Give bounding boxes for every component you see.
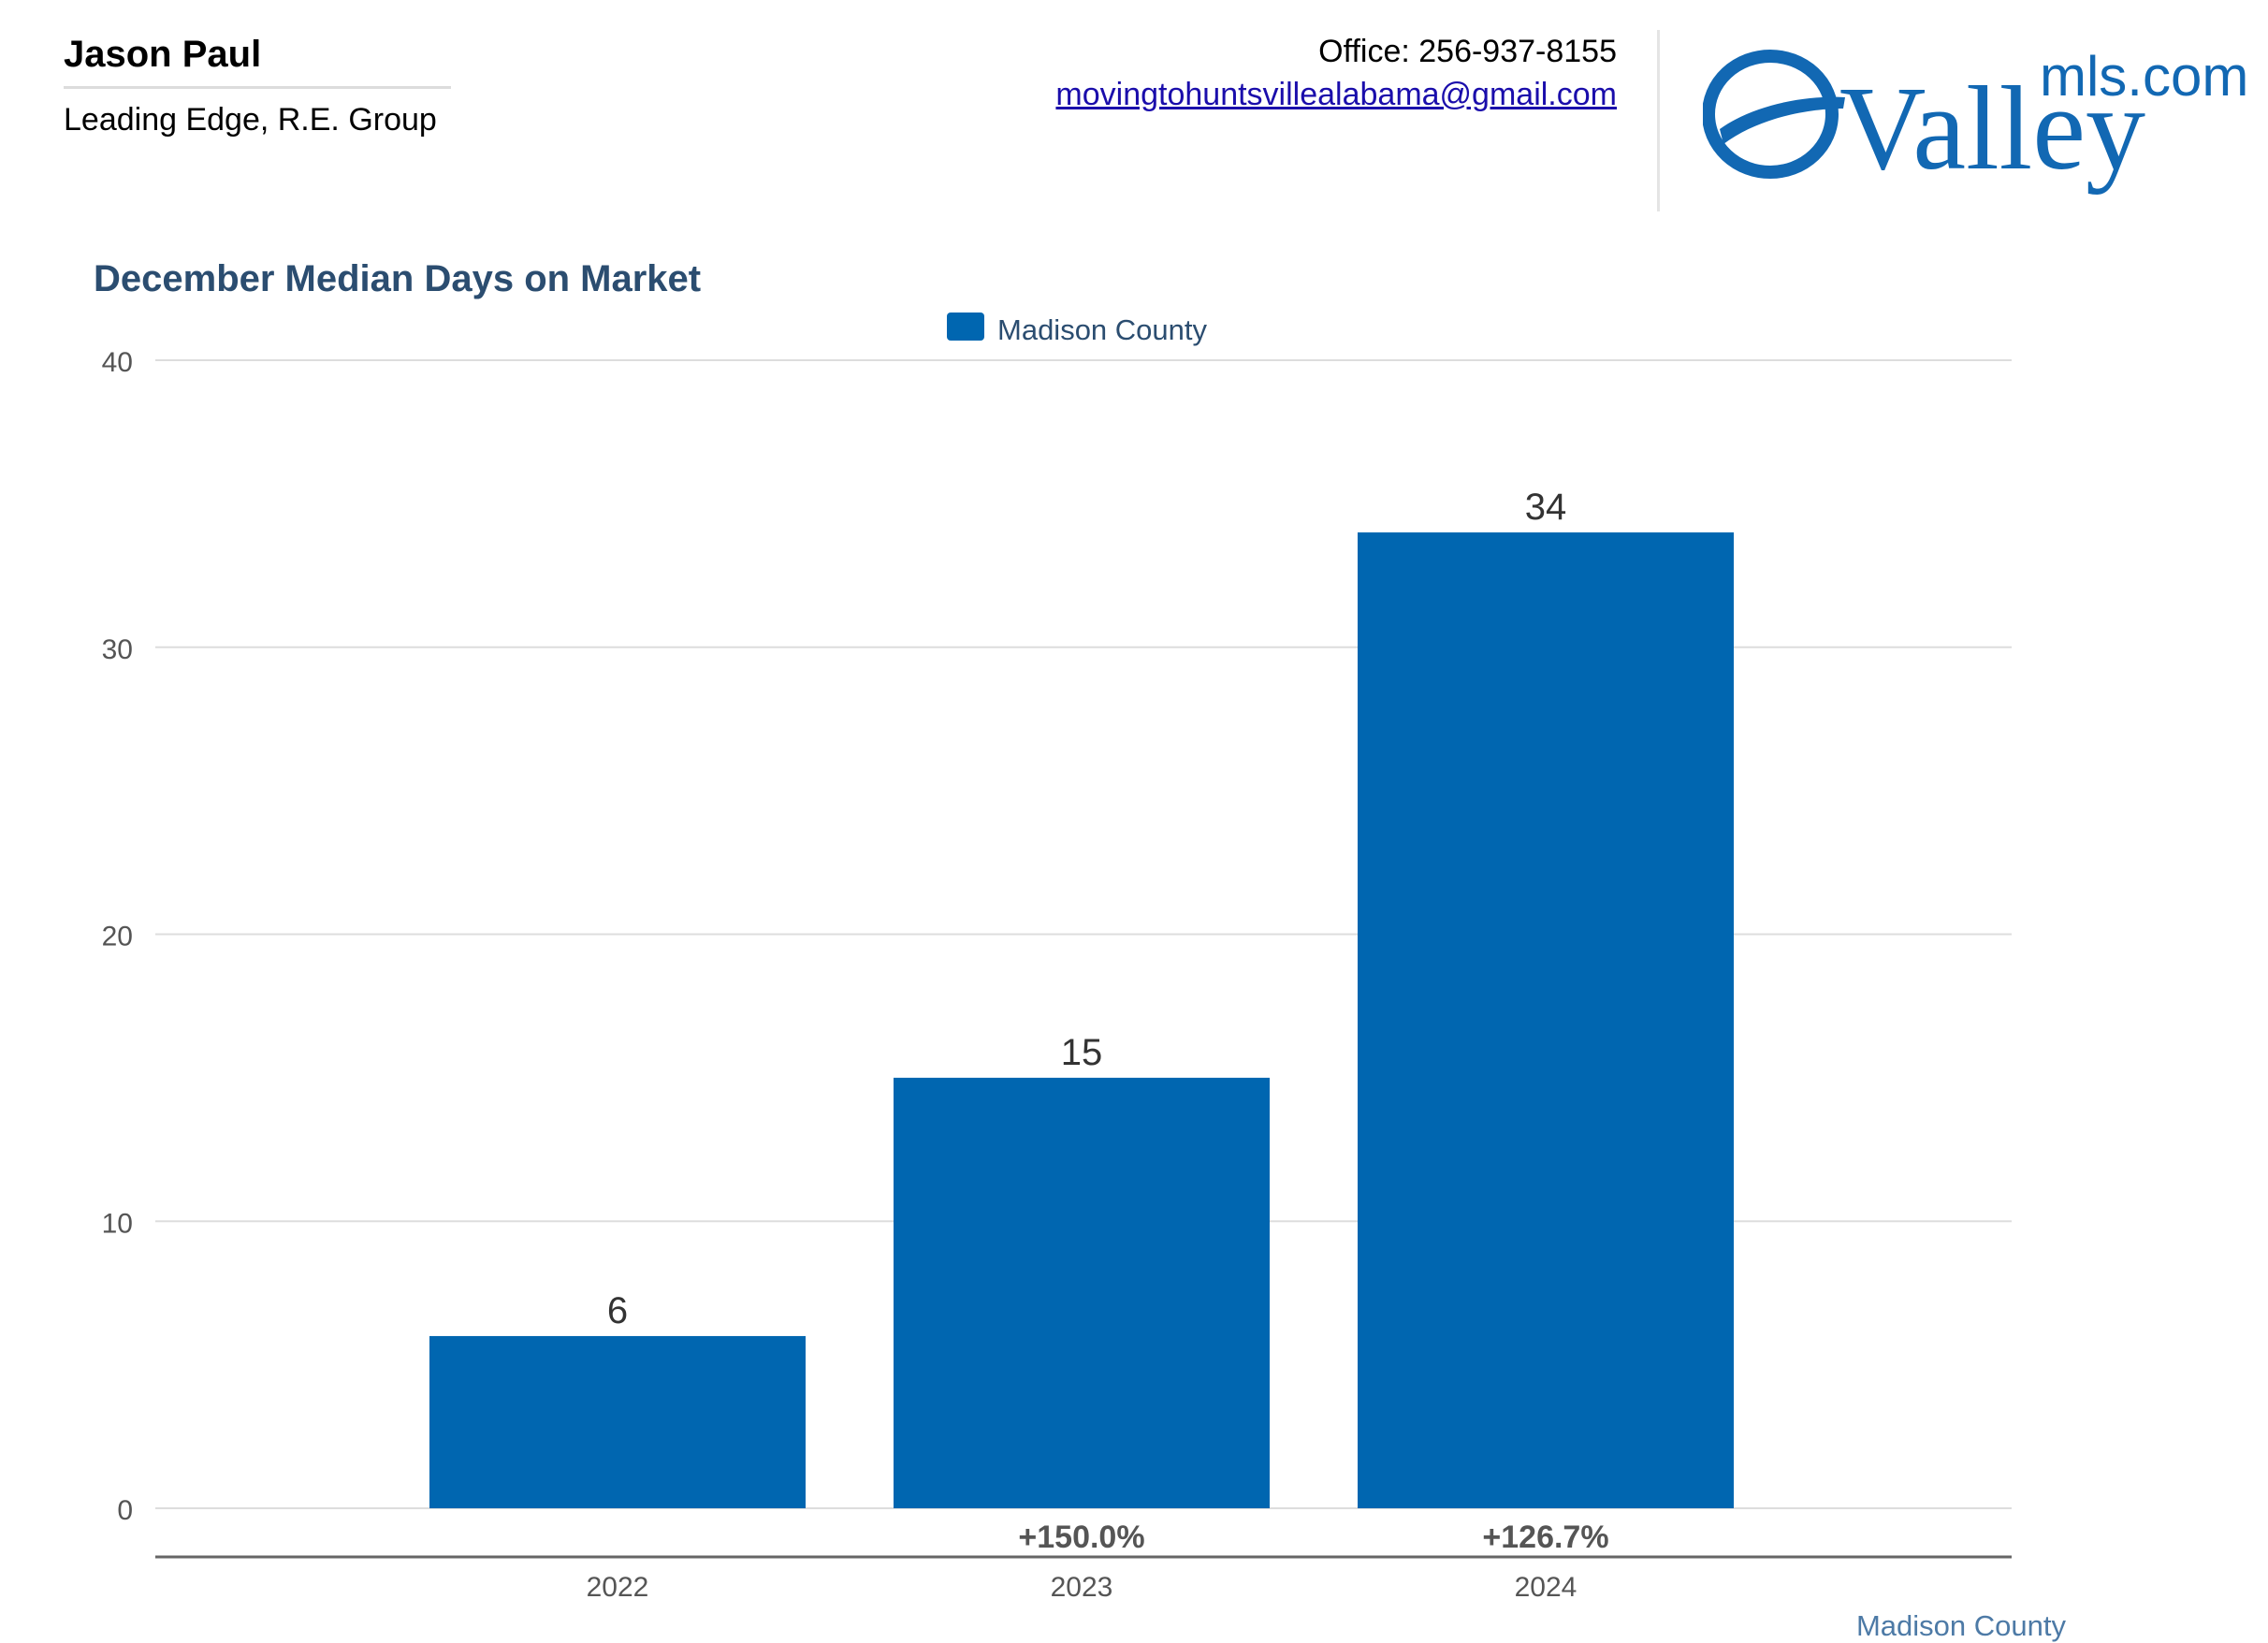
labels: 0 10 20 30 40 6 2022 15 2023 +150.0% 34 2024 +126.7%: [102, 347, 1609, 1603]
bar-value-label: 6: [607, 1290, 628, 1331]
agent-name: Jason Paul: [64, 28, 451, 89]
agent-company: Leading Edge, R.E. Group: [64, 102, 437, 138]
legend-swatch-madison-county: [947, 313, 984, 341]
footer-region-label: Madison County: [1855, 1609, 2066, 1642]
bar-2022: [429, 1335, 806, 1508]
logo-sub-text: mls.com: [2040, 45, 2248, 108]
valleymls-logo: Valley mls.com: [1703, 45, 2248, 195]
bars: [429, 532, 1734, 1508]
contact-info: Office: 256-937-8155 movingtohuntsvillea…: [1055, 30, 1617, 116]
y-tick-label: 0: [117, 1495, 133, 1526]
logo-swoosh-icon: [1703, 50, 1845, 179]
office-phone: Office: 256-937-8155: [1318, 34, 1617, 69]
bar-2024: [1358, 532, 1734, 1508]
change-label: +150.0%: [1018, 1519, 1144, 1555]
legend: Madison County: [947, 313, 1208, 346]
bar-value-label: 15: [1061, 1032, 1103, 1073]
change-label: +126.7%: [1482, 1519, 1608, 1555]
x-tick-label: 2022: [587, 1572, 649, 1603]
chart-title: December Median Days on Market: [94, 258, 702, 299]
logo-main-text: Valley: [1839, 62, 2145, 195]
y-tick-label: 20: [102, 922, 133, 952]
y-tick-label: 10: [102, 1208, 133, 1239]
y-tick-label: 40: [102, 347, 133, 378]
header-divider: [1657, 30, 1660, 211]
agent-info: Jason Paul Leading Edge, R.E. Group: [64, 28, 451, 141]
legend-label: Madison County: [997, 313, 1208, 346]
email-link[interactable]: movingtohuntsvillealabama@gmail.com: [1055, 77, 1617, 112]
bar-2023: [894, 1077, 1270, 1508]
x-tick-label: 2023: [1051, 1572, 1113, 1603]
x-tick-label: 2024: [1515, 1572, 1577, 1603]
y-tick-label: 30: [102, 634, 133, 665]
bar-value-label: 34: [1525, 487, 1567, 528]
